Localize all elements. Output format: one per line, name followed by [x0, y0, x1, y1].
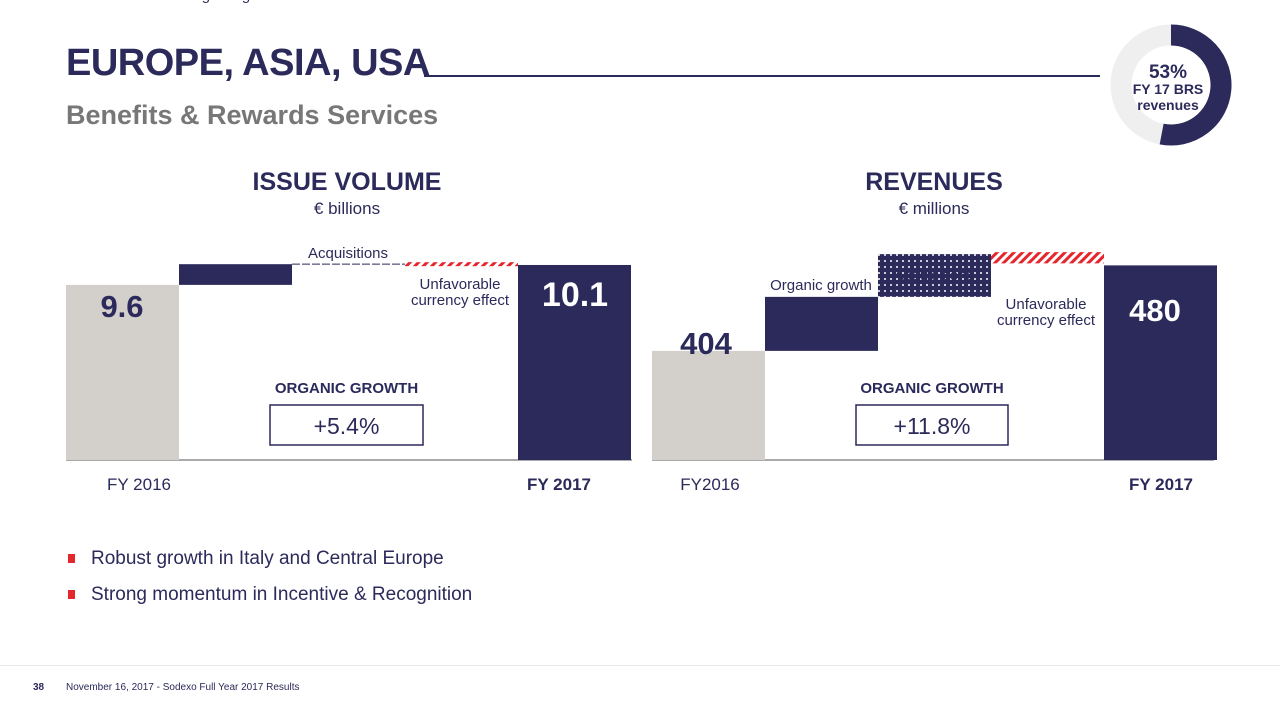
footer-divider [0, 665, 1280, 666]
value-label: 480 [1129, 293, 1181, 328]
donut-label-line1: FY 17 BRS [1132, 81, 1204, 97]
page-subtitle: Benefits & Rewards Services [66, 100, 439, 130]
donut-label-line2: revenues [1137, 97, 1199, 113]
title-divider [424, 75, 1100, 77]
organic-growth-value: +11.8% [894, 413, 971, 439]
page-title: EUROPE, ASIA, USA [66, 42, 430, 84]
value-label: 10.1 [542, 276, 608, 314]
bullet-text: Strong momentum in Incentive & Recogniti… [91, 584, 473, 605]
value-label: 404 [680, 326, 732, 361]
chart-unit: € billions [314, 199, 380, 218]
bullet-text: Robust growth in Italy and Central Europ… [91, 548, 444, 569]
donut-hole [1132, 46, 1210, 124]
value-label: 9.6 [100, 289, 143, 324]
bar-organic-growth [179, 264, 292, 285]
step-label: Organic growth [770, 277, 872, 294]
bar-fy2016 [652, 350, 765, 460]
footer-text: November 16, 2017 - Sodexo Full Year 201… [66, 682, 300, 693]
revenue-share-donut [1110, 24, 1232, 146]
x-tick-label: FY 2017 [527, 475, 591, 494]
organic-growth-heading: ORGANIC GROWTH [860, 380, 1003, 397]
bar-organic-growth [765, 296, 878, 351]
step-label: Unfavorable currency effect [411, 276, 510, 309]
organic-growth-value: +5.4% [314, 413, 380, 439]
step-label: Unfavorable currency effect [997, 296, 1096, 329]
step-label: Organic growth [185, 0, 287, 4]
x-tick-label: FY 2017 [1129, 475, 1193, 494]
organic-growth-box [269, 404, 424, 446]
bar-currency-effect [991, 252, 1104, 264]
waterfall-charts: ISSUE VOLUME € billions 9.6 FY 2016 Organic … [66, 0, 1217, 494]
chart-title: REVENUES [865, 168, 1003, 196]
organic-growth-heading: ORGANIC GROWTH [275, 380, 418, 397]
organic-growth-box [855, 404, 1009, 446]
x-tick-label: FY2016 [680, 475, 740, 494]
bullet-marker-icon [68, 590, 75, 599]
bullet-item: Strong momentum in Incentive & Recogniti… [66, 582, 472, 618]
bar-fy2016 [66, 284, 179, 460]
donut-percent: 53% [1148, 62, 1188, 83]
bullet-list: Robust growth in Italy and Central Europ… [66, 546, 472, 618]
bar-currency-effect [405, 262, 518, 267]
bullet-item: Robust growth in Italy and Central Europ… [66, 546, 472, 582]
chart-unit: € millions [899, 199, 970, 218]
step-label: Acquisitions [308, 245, 388, 262]
step-label: Acquisitions [894, 267, 974, 284]
bar-fy2017 [1104, 265, 1217, 460]
donut-share-arc [1159, 24, 1232, 146]
chart-title: ISSUE VOLUME [253, 168, 442, 196]
x-tick-label: FY 2016 [107, 475, 171, 494]
bar-fy2017 [518, 264, 631, 460]
bullet-marker-icon [68, 554, 75, 563]
page-number: 38 [33, 682, 45, 693]
bar-acquisitions [878, 254, 991, 297]
